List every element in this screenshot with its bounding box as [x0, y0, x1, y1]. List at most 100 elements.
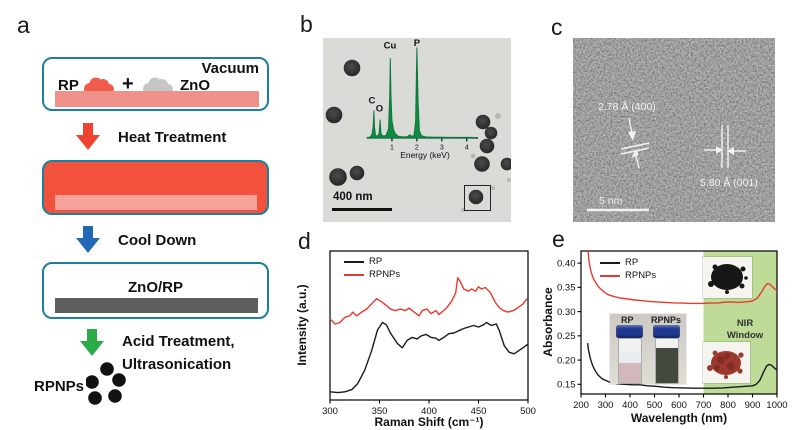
peak-label-P: P: [414, 38, 421, 49]
raman-xlabel: Raman Shift (cm⁻¹): [374, 415, 484, 429]
legend-line-rpnps: [344, 273, 364, 276]
vial-rp-liquid: [618, 363, 641, 383]
melt-layer-bar: [55, 195, 257, 210]
vial-rp: [616, 325, 643, 384]
black-powder-blob: [708, 264, 748, 294]
nanoparticle: [329, 168, 347, 186]
zno-rp-box: ZnO/RP: [42, 262, 269, 319]
vacuum-ampoule-box: Vacuum RP + ZnO: [42, 57, 269, 111]
rp-powder-photo: [703, 342, 750, 383]
vial-rp-label: RP: [621, 315, 634, 325]
panel-b-tem-image: 1 2 3 4 C O Cu P Energy (keV) 400 nm: [323, 38, 511, 222]
eds-xaxis-label: Energy (keV): [400, 150, 450, 160]
ultrasonication-label: Ultrasonication: [122, 356, 232, 373]
x-tick-label: 800: [720, 400, 736, 411]
legend-label-rpnps: RPNPs: [625, 270, 657, 281]
x-tick-label: 1000: [766, 400, 787, 411]
zno-label: ZnO: [180, 77, 210, 94]
nanoparticle: [349, 165, 365, 181]
x-tick-label: 200: [573, 400, 589, 411]
y-tick-label: 0.30: [557, 307, 576, 318]
heated-ampoule-box: [42, 160, 269, 215]
eds-chart: 1 2 3 4 CO Cu P: [366, 38, 478, 152]
speck: [495, 113, 501, 119]
cool-down-label: Cool Down: [118, 232, 197, 249]
rpnp-dot: [100, 362, 114, 376]
speck: [491, 186, 495, 190]
x-tick-label: 600: [671, 400, 687, 411]
rpnps-powder-photo: [703, 257, 752, 298]
absorbance-ylabel: Absorbance: [541, 287, 555, 357]
x-tick-label: 350: [372, 406, 388, 417]
vial-rp-cap: [616, 325, 643, 338]
panel-a-scheme: Vacuum RP + ZnO Heat Treatment: [0, 0, 290, 430]
series-RP: [329, 321, 529, 394]
panel-a-letter: a: [17, 12, 30, 38]
heat-arrow-icon: [76, 123, 100, 150]
y-tick-label: 0.15: [557, 380, 576, 391]
peak-label-O: O: [376, 104, 383, 115]
vial-rpnps-cap: [653, 325, 680, 338]
x-tick-label: 450: [471, 406, 487, 417]
y-tick-label: 0.35: [557, 283, 576, 294]
series-RPNPs: [587, 250, 778, 305]
rpnp-dots-cluster: [86, 362, 126, 405]
raman-legend: RP RPNPs: [344, 255, 400, 281]
nanoparticle: [475, 114, 491, 130]
y-tick-label: 0.25: [557, 331, 576, 342]
peak-label-C: C: [369, 96, 376, 107]
legend-line-rp: [600, 261, 620, 264]
x-tick-label: 400: [421, 406, 437, 417]
nanoparticle: [468, 189, 484, 205]
vacuum-label: Vacuum: [201, 60, 259, 77]
nir-window-label: NIR Window: [726, 318, 764, 341]
x-tick-label: 400: [622, 400, 638, 411]
panel-c-letter: c: [551, 14, 563, 40]
peak-label-Cu: Cu: [384, 41, 397, 52]
raman-chart-svg: 300 350 400 450 500: [322, 250, 536, 417]
rpnp-dot: [112, 373, 126, 387]
legend-line-rp: [344, 260, 364, 263]
selected-particle-box: [464, 185, 491, 211]
d-spacing-001-label: 5.80 Å (001): [700, 176, 758, 189]
rpnp-dot: [108, 389, 122, 403]
legend-label-rp: RP: [369, 256, 383, 267]
lattice-annotations: 2.78 Å (400) 5.80 Å (001): [587, 100, 758, 212]
red-powder-blob: [707, 350, 744, 379]
x-tick-label: 700: [696, 400, 712, 411]
eds-inset: 1 2 3 4 C O Cu P Energy (keV): [364, 38, 486, 162]
nanoparticle: [500, 157, 511, 171]
legend-line-rpnps: [600, 274, 620, 277]
speck: [507, 178, 511, 182]
x-tick-label: 500: [520, 406, 536, 417]
x-tick-label: 500: [647, 400, 663, 411]
x-tick-label: 300: [598, 400, 614, 411]
x-tick-label: 2: [415, 145, 419, 152]
d-spacing-400-label: 2.78 Å (400): [598, 100, 656, 113]
series-RP: [586, 343, 778, 389]
cool-arrow-icon: [76, 226, 100, 253]
absorbance-xlabel: Wavelength (nm): [630, 411, 728, 425]
panel-e-letter: e: [552, 226, 565, 252]
nanoparticle: [479, 138, 495, 154]
vial-rpnps-body: [654, 338, 679, 384]
series-EDS: [366, 47, 476, 139]
x-tick-label: 900: [745, 400, 761, 411]
tem-scalebar: [332, 208, 392, 211]
heat-treatment-label: Heat Treatment: [118, 129, 227, 146]
panel-e-absorbance-chart: 200 300 400 500 600 700 800 900 1000 0.15 0.20 0.25…: [541, 240, 800, 430]
rpnp-dot: [86, 375, 99, 389]
nanoparticle: [343, 59, 361, 77]
y-tick-label: 0.20: [557, 355, 576, 366]
tem-scalebar-label: 400 nm: [333, 191, 373, 203]
zno-rp-layer-bar: [55, 298, 258, 313]
hrtem-scalebar-label: 5 nm: [599, 195, 623, 207]
acid-treatment-label: Acid Treatment,: [122, 333, 235, 350]
x-tick-label: 4: [465, 145, 469, 152]
nanoparticle: [484, 126, 498, 140]
hrtem-grain: [573, 38, 775, 222]
speck: [470, 153, 476, 159]
vial-rp-body: [617, 338, 642, 384]
series-RPNPs: [329, 277, 528, 325]
